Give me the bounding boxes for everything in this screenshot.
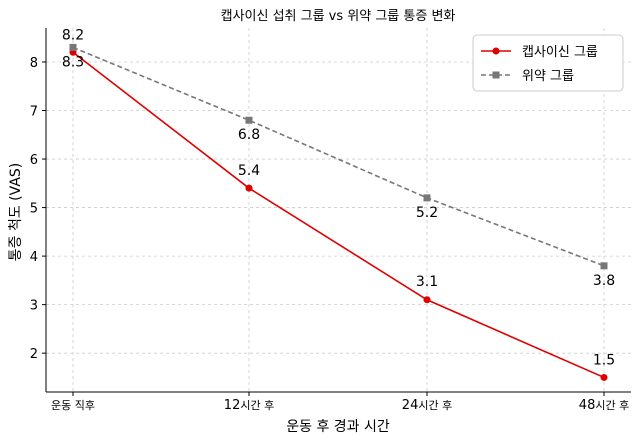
x-tick-label: 24시간 후 — [402, 398, 452, 413]
data-label: 6.8 — [238, 127, 260, 143]
x-tick-text: 시간 후 — [595, 399, 629, 412]
x-axis-label: 운동 후 경과 시간 — [286, 419, 390, 435]
x-tick-label: 48시간 후 — [579, 398, 629, 413]
x-tick-number: 48 — [579, 398, 596, 413]
series-point-0 — [245, 184, 253, 192]
data-label: 3.1 — [416, 274, 438, 290]
series-point-1 — [423, 194, 431, 202]
series-point-0 — [600, 373, 608, 381]
series-line-0 — [72, 51, 605, 379]
series — [69, 43, 608, 381]
y-tick-label: 7 — [30, 105, 38, 120]
chart-title: 캡사이신 섭취 그룹 vs 위약 그룹 통증 변화 — [221, 9, 456, 24]
legend-box — [472, 34, 624, 92]
x-tick-number: 24 — [402, 398, 419, 413]
series-point-1 — [245, 116, 253, 124]
series-point-1 — [600, 262, 608, 270]
data-label: 3.8 — [593, 273, 615, 289]
data-label: 8.3 — [62, 54, 84, 70]
series-point-0 — [423, 296, 431, 304]
data-label: 8.2 — [62, 27, 84, 43]
x-tick-text: 운동 직후 — [51, 399, 95, 412]
x-tick-label: 12시간 후 — [224, 398, 274, 413]
data-labels: 8.2 5.4 3.1 1.5 8.3 6.8 5.2 3.8 — [62, 27, 615, 368]
y-tick-label: 8 — [30, 56, 38, 71]
data-label: 1.5 — [593, 352, 615, 368]
axes — [45, 28, 631, 393]
series-point-1 — [69, 43, 77, 51]
y-tick-label: 5 — [30, 202, 38, 217]
y-tick-label: 3 — [30, 299, 38, 314]
x-tick-label: 운동 직후 — [51, 399, 95, 412]
x-tick-text: 시간 후 — [418, 399, 452, 412]
data-label: 5.2 — [416, 205, 438, 221]
legend-marker-1 — [492, 71, 500, 79]
x-tick-text: 시간 후 — [240, 399, 274, 412]
legend-marker-0 — [492, 47, 500, 55]
y-axis-label: 통증 척도 (VAS) — [8, 163, 24, 262]
data-label: 5.4 — [238, 163, 260, 179]
y-tick-label: 6 — [30, 153, 38, 168]
x-tick-number: 12 — [224, 398, 241, 413]
legend-label-1: 위약 그룹 — [522, 69, 574, 84]
y-tick-label: 2 — [30, 347, 38, 362]
y-tick-label: 4 — [30, 250, 38, 265]
legend-label-0: 캡사이신 그룹 — [522, 45, 598, 60]
